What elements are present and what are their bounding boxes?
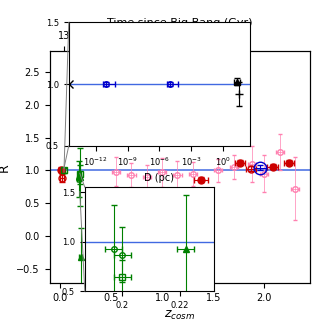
Y-axis label: R: R: [0, 163, 11, 172]
X-axis label: $z_{cosm}$: $z_{cosm}$: [164, 308, 196, 320]
X-axis label: Time since Big Bang (Gyr): Time since Big Bang (Gyr): [107, 18, 253, 28]
X-axis label: D (pc): D (pc): [144, 173, 174, 183]
